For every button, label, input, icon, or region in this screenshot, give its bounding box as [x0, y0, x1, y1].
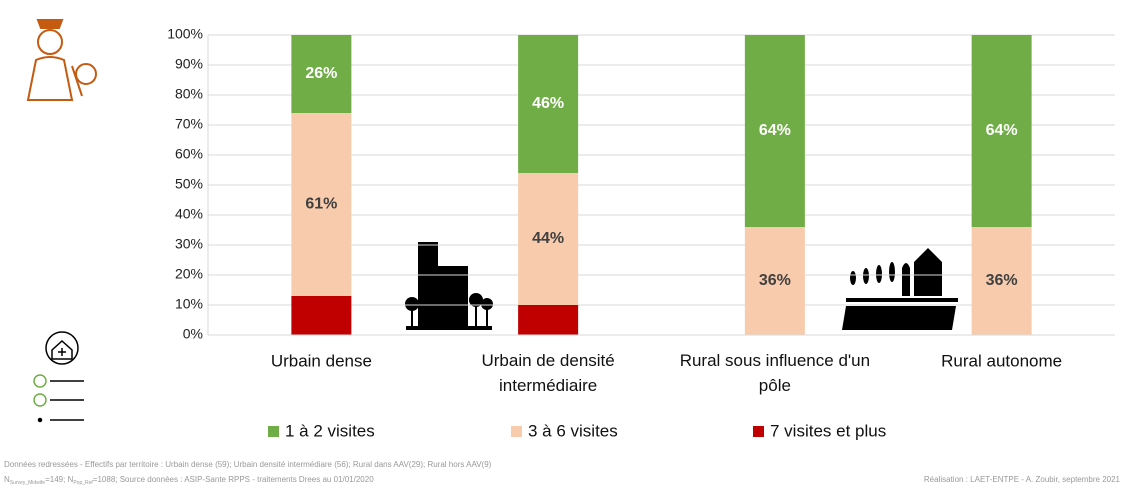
footnote-part: N: [4, 475, 10, 484]
bar-segment: [971, 35, 1032, 227]
bar-segment: [291, 113, 352, 296]
value-label: 44%: [532, 230, 564, 247]
y-tick-label: 100%: [167, 26, 203, 42]
footnote-part: =149; N: [45, 475, 73, 484]
footnote-part: Survey_Midwife: [10, 480, 46, 486]
footnote: NSurvey_Midwife=149; NPop_Ref=1088; Sour…: [4, 475, 374, 486]
bar-segment: [291, 296, 352, 335]
value-label: 36%: [986, 272, 1018, 289]
value-label: 26%: [305, 65, 337, 82]
legend-swatch: [753, 426, 764, 437]
value-label: 61%: [305, 196, 337, 213]
y-tick-label: 0%: [183, 326, 203, 342]
legend-label: 3 à 6 visites: [528, 421, 618, 440]
farm-icon: [842, 248, 958, 330]
y-tick-label: 90%: [175, 56, 203, 72]
checklist-icon: [33, 331, 84, 423]
legend-swatch: [268, 426, 279, 437]
bar-segment: [744, 227, 805, 335]
legend-swatch: [511, 426, 522, 437]
nurse-icon: [26, 19, 97, 101]
bar-segment: [291, 35, 352, 113]
legend-label: 1 à 2 visites: [285, 421, 375, 440]
bar-segment: [744, 35, 805, 227]
y-tick-label: 30%: [175, 236, 203, 252]
value-label: 46%: [532, 95, 564, 112]
y-tick-label: 70%: [175, 116, 203, 132]
value-label: 64%: [986, 122, 1018, 139]
buildings-icon: [405, 242, 493, 330]
y-tick-label: 20%: [175, 266, 203, 282]
x-tick-label: Rural sous influence d'un pôle: [680, 351, 870, 395]
y-tick-label: 60%: [175, 146, 203, 162]
x-tick-label: Urbain dense: [271, 351, 372, 370]
footnote-part: Pop_Ref: [73, 480, 93, 486]
bar-segment: [971, 227, 1032, 335]
y-tick-label: 10%: [175, 296, 203, 312]
footnote-part: =1088; Source données : ASIP-Sante RPPS …: [93, 475, 374, 484]
footnote: Données redressées - Effectifs par terri…: [4, 460, 492, 469]
value-label: 36%: [759, 272, 791, 289]
bar-segment: [518, 35, 579, 173]
value-label: 64%: [759, 122, 791, 139]
y-tick-label: 40%: [175, 206, 203, 222]
legend-label: 7 visites et plus: [770, 421, 886, 440]
y-tick-label: 80%: [175, 86, 203, 102]
x-tick-label: Urbain de densité intermédiaire: [481, 351, 614, 395]
bar-segment: [518, 173, 579, 305]
bar-segment: [518, 305, 579, 335]
x-tick-label: Rural autonome: [941, 351, 1062, 370]
credit: Réalisation : LAET-ENTPE - A. Zoubir, se…: [924, 475, 1121, 484]
y-tick-label: 50%: [175, 176, 203, 192]
